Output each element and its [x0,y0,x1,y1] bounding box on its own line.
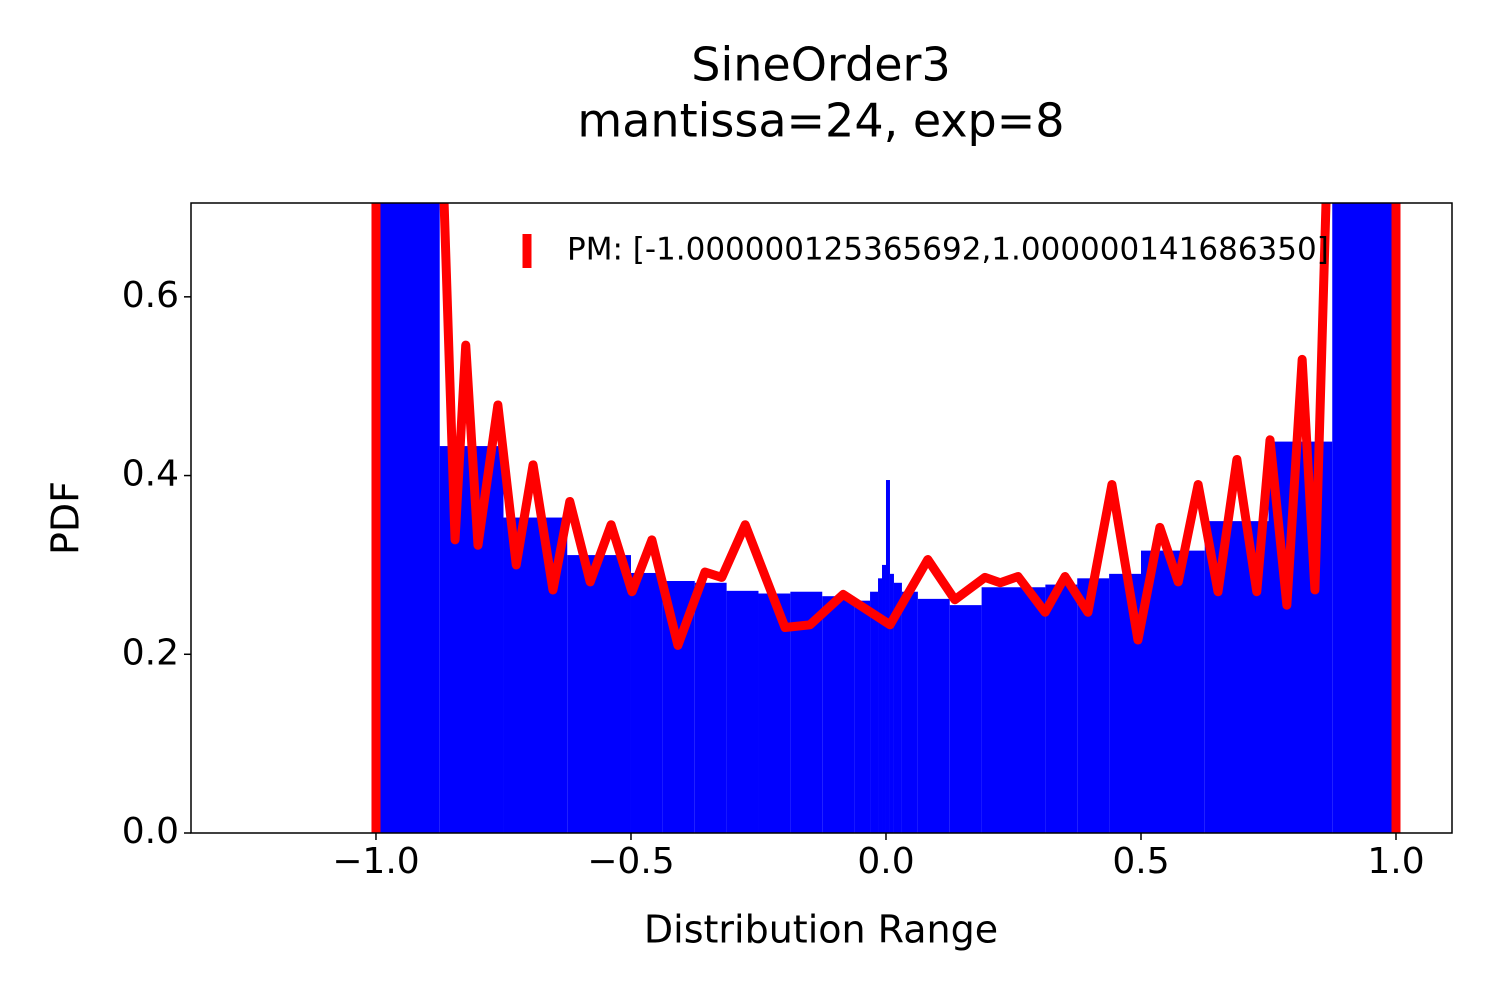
plot-area [371,203,1401,833]
histogram-bar [949,605,982,833]
histogram-bar [1045,584,1078,833]
histogram-bar [726,590,759,833]
histogram-bar [854,600,871,833]
density-line [439,203,1331,650]
histogram-bar [878,578,883,833]
histogram-bar [870,591,879,833]
chart-subtitle: mantissa=24, exp=8 [577,94,1064,148]
x-axis-label: Distribution Range [644,908,998,952]
histogram-bar [567,555,631,833]
histogram-bar [893,582,902,833]
histogram-bar [882,564,886,833]
histogram-bar [1013,587,1046,833]
axes-frame [190,202,1453,834]
legend: PM: [-1.000000125365692,1.00000014168635… [522,232,1329,268]
histogram-bar [758,593,791,833]
histogram-bar [917,598,950,833]
y-axis-label: PDF [44,481,88,555]
histogram-bar [889,573,894,833]
histogram-bar [901,591,918,833]
legend-label: PM: [-1.000000125365692,1.00000014168635… [567,232,1329,268]
y-tick-label: 0.4 [122,454,179,495]
histogram-bar [630,572,663,833]
histogram-bar [694,582,727,833]
x-tick-label: −1.0 [332,841,419,882]
chart-title: SineOrder3 [691,38,950,92]
histogram-bar [1140,550,1205,833]
histogram-bar [1077,578,1110,833]
x-tick-label: 0.0 [857,841,914,882]
y-tick-label: 0.0 [122,811,179,852]
histogram-bar [790,591,823,833]
histogram-bar [822,596,855,833]
histogram-bar [885,480,890,833]
x-tick-label: 1.0 [1367,841,1424,882]
histogram-bar [1332,203,1397,833]
y-tick-label: 0.6 [122,275,179,316]
histogram-bar [981,587,1014,833]
y-tick-label: 0.2 [122,632,179,673]
ticks: −1.0 −0.5 0.0 0.5 1.0 0.0 0.2 0.4 0.6 [122,275,1425,882]
x-tick-label: −0.5 [587,841,674,882]
histogram-bar [375,203,440,833]
x-tick-label: 0.5 [1112,841,1169,882]
